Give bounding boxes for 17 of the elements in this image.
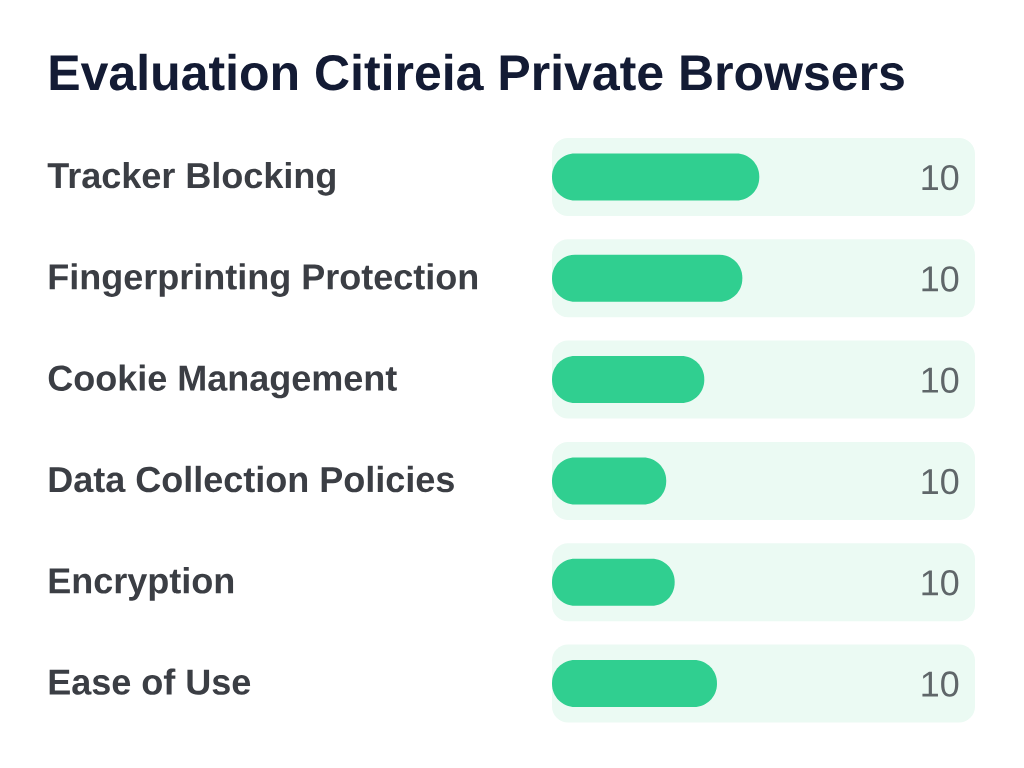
chart-title: Evaluation Citireia Private Browsers: [50, 53, 904, 91]
data-label: 10: [922, 266, 959, 292]
data-label: 10: [922, 671, 959, 697]
bar: [552, 153, 760, 201]
y-tick-label: Fingerprinting Protection: [49, 263, 478, 297]
data-label: 10: [922, 164, 959, 191]
y-tick-label: Encryption: [49, 567, 234, 601]
bar: [552, 356, 705, 404]
y-tick-label: Data Collection Policies: [49, 465, 454, 493]
y-tick-label: Tracker Blocking: [47, 161, 335, 196]
bar: [552, 254, 743, 302]
y-tick-label: Ease of Use: [49, 668, 251, 695]
data-label: 10: [922, 367, 959, 393]
bar: [552, 660, 717, 707]
data-label: 10: [922, 570, 959, 596]
y-tick-label: Cookie Management: [48, 364, 397, 399]
data-label: 10: [922, 468, 959, 495]
